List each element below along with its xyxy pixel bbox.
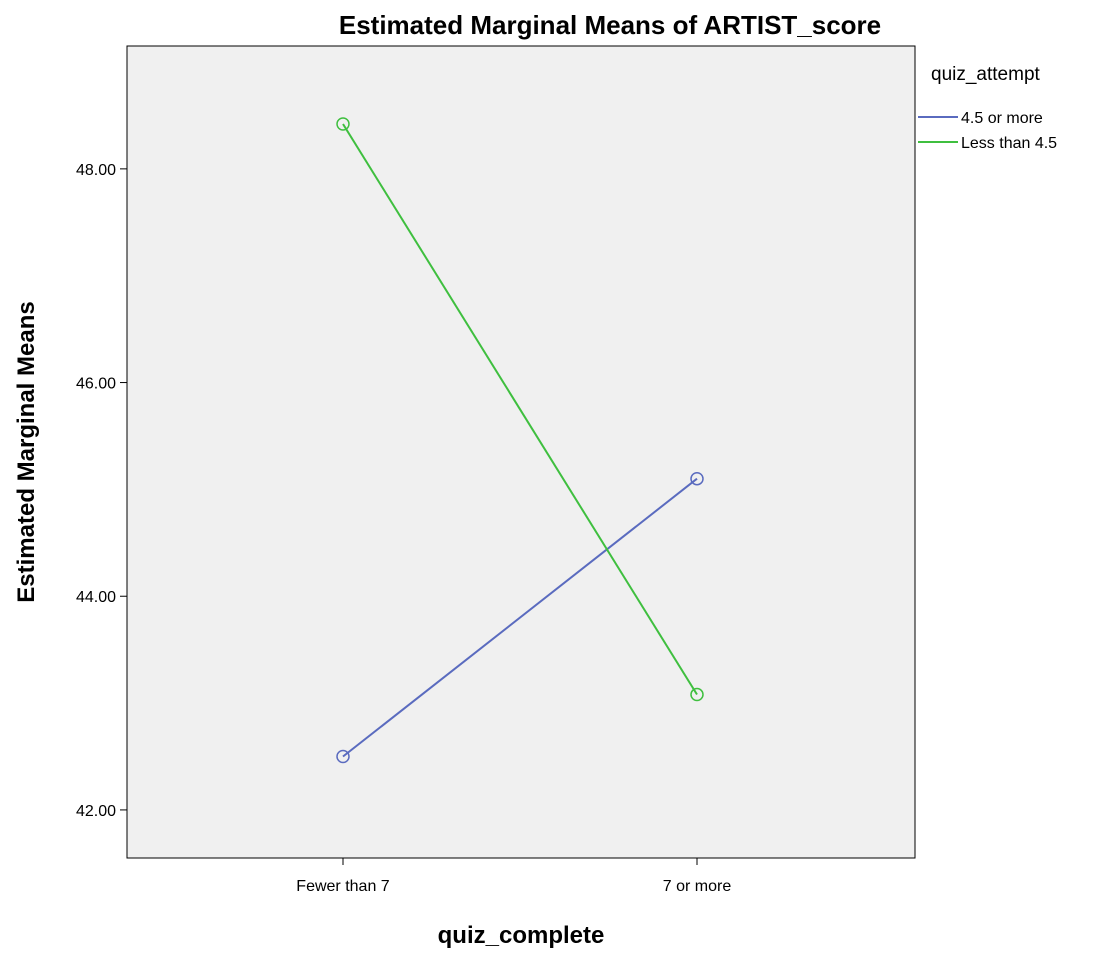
plot-area: [126, 45, 916, 859]
x-axis-label: quiz_complete: [438, 922, 605, 949]
y-tick-label: 46.00: [76, 376, 116, 393]
x-tick-label: 7 or more: [663, 878, 732, 895]
y-tick-label: 42.00: [76, 803, 116, 820]
data-point: [336, 749, 350, 764]
legend-item-label: Less than 4.5: [961, 135, 1057, 152]
x-axis: Fewer than 7 7 or more: [296, 858, 731, 895]
series-line: [342, 123, 698, 696]
y-tick-label: 44.00: [76, 589, 116, 606]
series-layer: [336, 117, 704, 764]
legend-title: quiz_attempt: [931, 64, 1041, 85]
data-point: [690, 687, 704, 702]
y-axis: 42.00 44.00 46.00 48.00: [76, 162, 127, 820]
series-line: [342, 477, 698, 758]
legend-item-label: 4.5 or more: [961, 110, 1043, 127]
y-axis-label: Estimated Marginal Means: [13, 301, 40, 602]
legend: quiz_attempt 4.5 or more Less than 4.5: [918, 64, 1057, 152]
y-tick-label: 48.00: [76, 162, 116, 179]
data-point: [336, 117, 350, 131]
chart-title: Estimated Marginal Means of ARTIST_score: [339, 10, 881, 40]
x-tick-label: Fewer than 7: [296, 878, 389, 895]
data-point: [690, 471, 704, 486]
